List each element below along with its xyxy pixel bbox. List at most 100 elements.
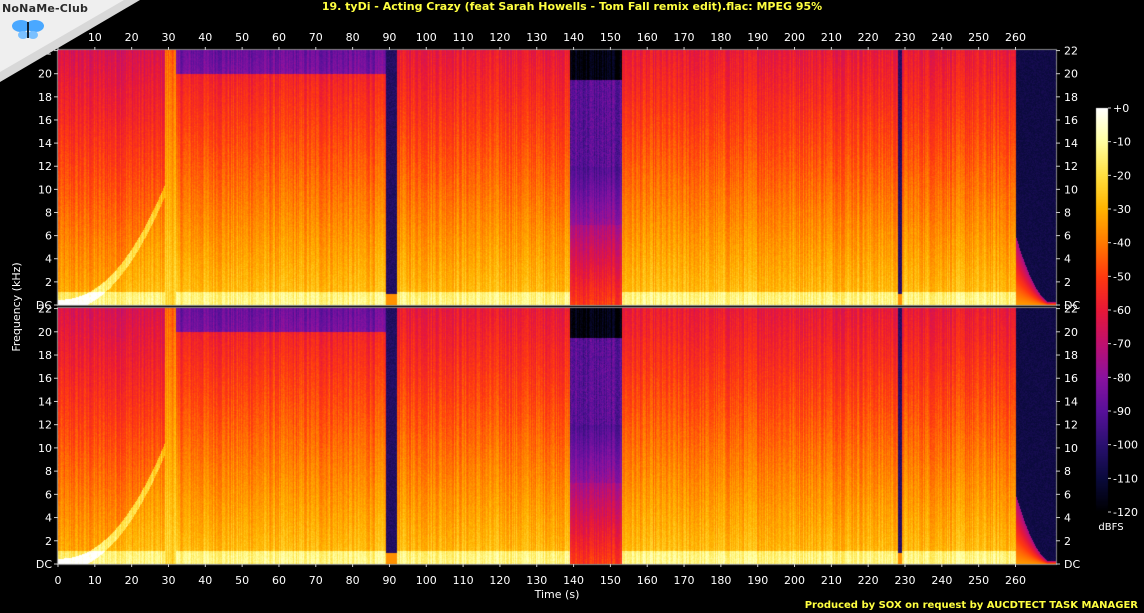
x-tick-label: 160 — [637, 31, 658, 44]
y-tick-label: 12 — [38, 419, 52, 432]
x-tick-label: 230 — [895, 31, 916, 44]
y-tick-label: 4 — [1064, 253, 1071, 266]
x-tick-label: 100 — [416, 31, 437, 44]
colorbar-tick-label: +0 — [1113, 102, 1129, 115]
colorbar-tick-label: -40 — [1113, 237, 1131, 250]
colorbar-tick-label: -80 — [1113, 371, 1131, 384]
x-tick-label: 170 — [674, 31, 695, 44]
colorbar-label: dBFS — [1098, 522, 1123, 533]
y-tick-label: 2 — [45, 276, 52, 289]
y-tick-label: 4 — [1064, 512, 1071, 525]
x-tick-label: 70 — [309, 31, 323, 44]
x-tick-label: 150 — [600, 574, 621, 587]
y-tick-label: 14 — [1064, 395, 1078, 408]
colorbar-tick-label: -90 — [1113, 405, 1131, 418]
x-tick-label: 30 — [161, 574, 175, 587]
y-tick-label: 22 — [38, 303, 52, 316]
x-tick-label: 190 — [747, 31, 768, 44]
x-tick-label: 260 — [1005, 574, 1026, 587]
y-tick-label: 14 — [38, 137, 52, 150]
y-tick-label: 12 — [1064, 160, 1078, 173]
x-tick-label: 140 — [563, 31, 584, 44]
x-axis-label: Time (s) — [534, 588, 580, 601]
y-tick-label: 20 — [38, 326, 52, 339]
y-tick-label: 22 — [1064, 45, 1078, 58]
x-tick-label: 220 — [858, 31, 879, 44]
x-tick-label: 90 — [382, 31, 396, 44]
x-tick-label: 110 — [453, 31, 474, 44]
x-tick-label: 190 — [747, 574, 768, 587]
x-tick-label: 130 — [526, 574, 547, 587]
x-ticks-bottom: 0 10 20 30 40 50 60 70 80 90 100 110 120 130 140 150 160… — [55, 564, 1026, 587]
x-tick-label: 50 — [235, 574, 249, 587]
x-tick-label: 60 — [272, 574, 286, 587]
footer-credit: Produced by SOX on request by AUCDTECT T… — [804, 600, 1138, 611]
x-tick-label: 140 — [563, 574, 584, 587]
x-tick-label: 170 — [674, 574, 695, 587]
y-tick-label: 2 — [1064, 535, 1071, 548]
colorbar-tick-label: -50 — [1113, 270, 1131, 283]
y-tick-label: 16 — [38, 372, 52, 385]
x-tick-label: 200 — [784, 31, 805, 44]
x-tick-label: 200 — [784, 574, 805, 587]
x-tick-label: 210 — [821, 574, 842, 587]
y-tick-label: 4 — [45, 512, 52, 525]
y-tick-label: 14 — [38, 395, 52, 408]
x-tick-label: 80 — [346, 31, 360, 44]
colorbar-tick-label: -70 — [1113, 338, 1131, 351]
y-tick-label: DC — [1064, 299, 1080, 312]
colorbar-tick-label: -10 — [1113, 136, 1131, 149]
y-tick-label: 12 — [38, 160, 52, 173]
x-tick-label: 230 — [895, 574, 916, 587]
y-tick-label: 22 — [1064, 303, 1078, 316]
y-tick-label: 8 — [1064, 465, 1071, 478]
x-tick-label: 130 — [526, 31, 547, 44]
x-tick-label: 10 — [88, 31, 102, 44]
x-tick-label: 220 — [858, 574, 879, 587]
x-tick-label: 50 — [235, 31, 249, 44]
y-tick-label: 6 — [45, 488, 52, 501]
x-tick-label: 210 — [821, 31, 842, 44]
y-tick-label: 20 — [1064, 68, 1078, 81]
y-tick-label: 8 — [45, 465, 52, 478]
x-tick-label: 260 — [1005, 31, 1026, 44]
x-tick-label: 100 — [416, 574, 437, 587]
y-tick-label: 10 — [1064, 183, 1078, 196]
y-tick-label: 14 — [1064, 137, 1078, 150]
x-tick-label: 0 — [55, 574, 62, 587]
y-tick-label: 8 — [45, 206, 52, 219]
x-tick-label: 20 — [125, 31, 139, 44]
x-tick-label: 240 — [931, 31, 952, 44]
x-tick-label: 120 — [489, 574, 510, 587]
butterfly-icon — [12, 20, 44, 39]
y-tick-label: DC — [36, 299, 52, 312]
colorbar-tick-label: -60 — [1113, 304, 1131, 317]
x-tick-label: 180 — [710, 574, 731, 587]
x-tick-label: 90 — [382, 574, 396, 587]
y-tick-label: 4 — [45, 253, 52, 266]
colorbar-tick-label: -100 — [1113, 439, 1138, 452]
colorbar-tick-label: -120 — [1113, 506, 1138, 519]
y-tick-label: 16 — [1064, 114, 1078, 127]
x-tick-label: 30 — [161, 31, 175, 44]
x-tick-label: 40 — [198, 574, 212, 587]
x-tick-label: 10 — [88, 574, 102, 587]
y-tick-label: 10 — [1064, 442, 1078, 455]
x-tick-label: 20 — [125, 574, 139, 587]
y-tick-label: 6 — [1064, 230, 1071, 243]
x-tick-label: 110 — [453, 574, 474, 587]
x-tick-label: 240 — [931, 574, 952, 587]
colorbar-tick-label: -110 — [1113, 472, 1138, 485]
y-tick-label: 8 — [1064, 206, 1071, 219]
y-axis-label: Frequency (kHz) — [10, 262, 23, 351]
watermark-shape — [0, 0, 140, 82]
y-tick-label: 18 — [38, 349, 52, 362]
y-tick-label: 20 — [1064, 326, 1078, 339]
y-tick-label: DC — [36, 558, 52, 571]
y-tick-label: 10 — [38, 442, 52, 455]
y-tick-label: 16 — [38, 114, 52, 127]
